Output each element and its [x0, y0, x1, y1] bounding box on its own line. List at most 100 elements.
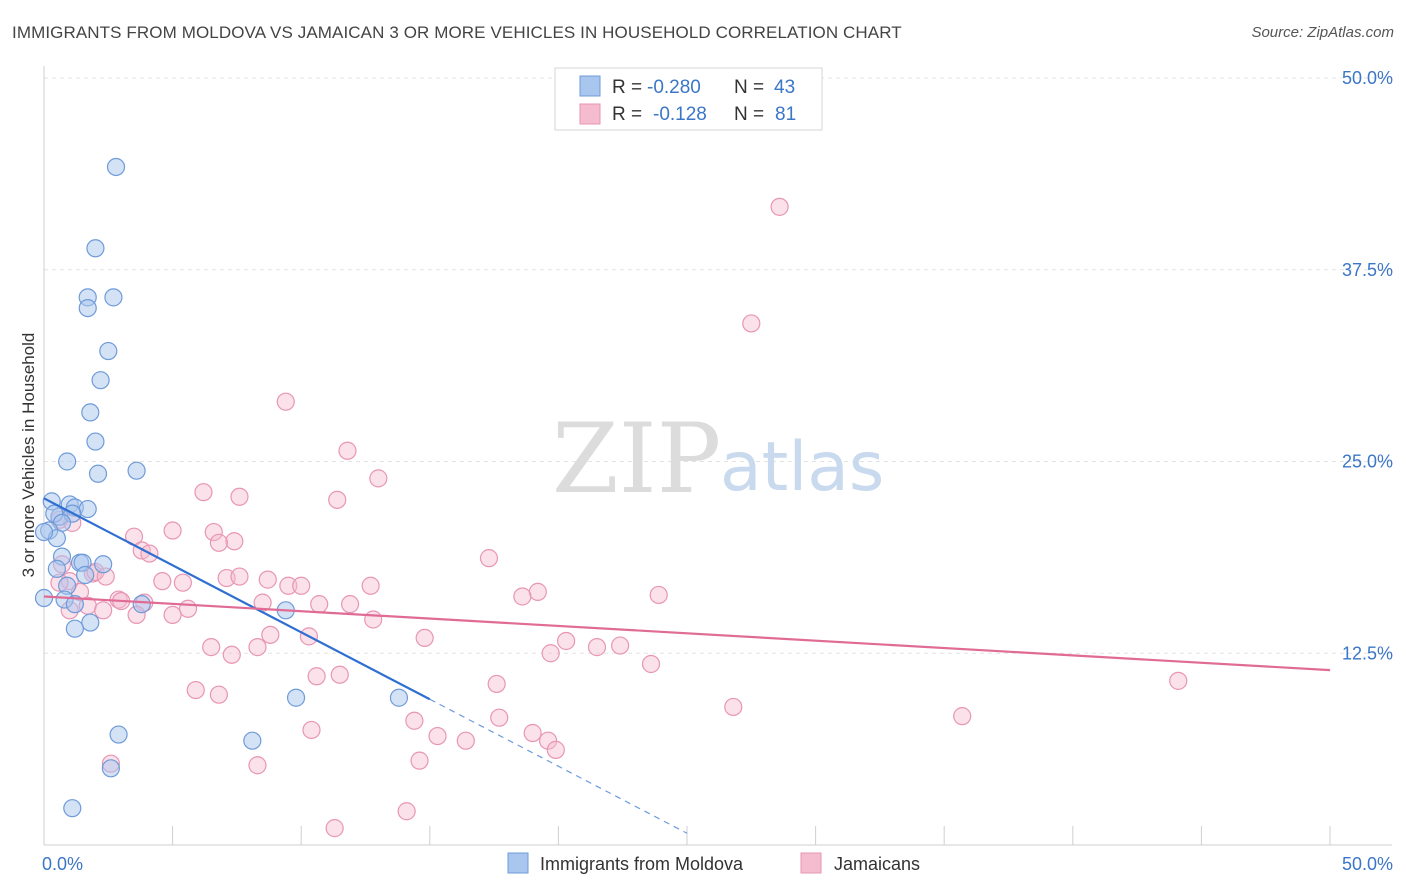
trend-lines	[43, 497, 1331, 834]
axes	[43, 66, 1392, 846]
jamaicans-point	[276, 392, 295, 411]
moldova-point	[65, 619, 84, 638]
jamaicans-point	[487, 674, 506, 694]
jamaicans-point	[513, 587, 532, 606]
watermark-atlas: atlas	[720, 428, 884, 507]
moldova-point	[65, 595, 84, 614]
jamaicans-point	[230, 487, 249, 506]
legend-n-label-jamaicans: N =	[734, 104, 764, 125]
moldova-point	[78, 299, 97, 318]
moldova-points	[34, 157, 409, 818]
jamaicans-point	[209, 685, 228, 704]
source-credit: Source: ZipAtlas.com	[1251, 24, 1394, 41]
jamaicans-point	[307, 667, 326, 686]
jamaicans-point	[397, 802, 416, 821]
moldova-trend-line	[43, 497, 431, 701]
jamaicans-point	[279, 576, 298, 595]
jamaicans-point	[364, 610, 383, 629]
jamaicans-point	[340, 595, 360, 614]
jamaicans-point	[953, 707, 972, 726]
gridlines	[44, 77, 1392, 654]
jamaicans-point	[369, 469, 388, 488]
jamaicans-point	[587, 638, 607, 657]
x-tick-label-1: 50.0%	[1342, 854, 1393, 874]
jamaicans-point	[428, 726, 447, 746]
jamaicans-points	[50, 197, 1188, 838]
jamaicans-point	[410, 751, 429, 770]
watermark: ZIP atlas	[552, 403, 884, 515]
moldova-point	[76, 565, 95, 585]
jamaicans-point	[194, 483, 213, 502]
moldova-point	[101, 759, 120, 778]
jamaicans-point	[209, 533, 228, 552]
jamaicans-point	[490, 708, 509, 727]
jamaicans-point	[248, 638, 267, 657]
jamaicans-point	[222, 645, 241, 664]
legend-n-value-jamaicans: 81	[775, 104, 796, 125]
jamaicans-point	[225, 532, 244, 551]
jamaicans-point	[546, 740, 565, 759]
jamaicans-trend-line	[43, 595, 1331, 672]
moldova-point	[88, 464, 108, 483]
bottom-legend-swatch-jamaicans	[800, 852, 822, 874]
jamaicans-point	[261, 625, 280, 644]
jamaicans-point	[415, 628, 434, 648]
jamaicans-point	[258, 570, 277, 589]
legend-n-value-moldova: 43	[774, 77, 795, 98]
jamaicans-point	[292, 576, 311, 595]
jamaicans-point	[330, 665, 349, 684]
jamaicans-point	[163, 521, 182, 540]
jamaicans-point	[541, 644, 560, 663]
jamaicans-point	[230, 567, 249, 586]
jamaicans-point	[539, 731, 558, 750]
legend-swatch-jamaicans	[579, 103, 601, 125]
legend-r-label-moldova: R =	[612, 77, 642, 98]
moldova-point	[34, 588, 54, 608]
moldova-point	[127, 461, 146, 480]
moldova-point	[81, 403, 100, 422]
moldova-point	[286, 688, 306, 707]
y-tick-label-1: 25.0%	[1342, 452, 1393, 472]
correlation-legend: R = -0.280 N = 43 R = -0.128 N = 81	[554, 67, 823, 131]
jamaicans-point	[173, 573, 192, 592]
watermark-zip: ZIP	[552, 403, 721, 515]
moldova-point	[47, 559, 66, 578]
jamaicans-point	[523, 723, 542, 743]
jamaicans-point	[479, 549, 499, 568]
moldova-point	[34, 522, 54, 542]
chart-title: IMMIGRANTS FROM MOLDOVA VS JAMAICAN 3 OR…	[12, 23, 902, 42]
jamaicans-point	[528, 582, 547, 601]
jamaicans-point	[163, 605, 182, 625]
legend-swatch-moldova	[579, 75, 601, 97]
jamaicans-point	[742, 314, 761, 333]
moldova-point	[99, 341, 118, 361]
moldova-point	[86, 432, 105, 451]
moldova-point	[106, 157, 126, 177]
moldova-point	[94, 555, 113, 574]
moldova-trend-extension	[429, 698, 688, 834]
moldova-point	[78, 499, 97, 519]
jamaicans-point	[361, 576, 380, 595]
jamaicans-point	[325, 819, 344, 838]
jamaicans-point	[94, 601, 113, 620]
moldova-point	[389, 688, 409, 707]
jamaicans-point	[328, 490, 347, 509]
x-tick-label-0: 0.0%	[42, 854, 83, 874]
jamaicans-point	[338, 441, 357, 460]
moldova-point	[58, 452, 77, 471]
moldova-point	[63, 799, 82, 818]
moldova-point	[132, 595, 151, 614]
moldova-point	[243, 731, 262, 750]
y-tick-label-3: 50.0%	[1342, 68, 1393, 88]
jamaicans-point	[202, 638, 221, 657]
bottom-legend-label-jamaicans: Jamaicans	[834, 854, 920, 874]
jamaicans-point	[153, 572, 172, 591]
jamaicans-point	[611, 636, 630, 655]
tick-labels: 12.5% 25.0% 37.5% 50.0% 0.0% 50.0%	[42, 68, 1393, 874]
legend-r-label-jamaicans: R =	[612, 104, 642, 125]
moldova-point	[109, 725, 128, 744]
jamaicans-point	[724, 697, 743, 717]
jamaicans-point	[1169, 671, 1188, 690]
jamaicans-point	[641, 654, 661, 674]
